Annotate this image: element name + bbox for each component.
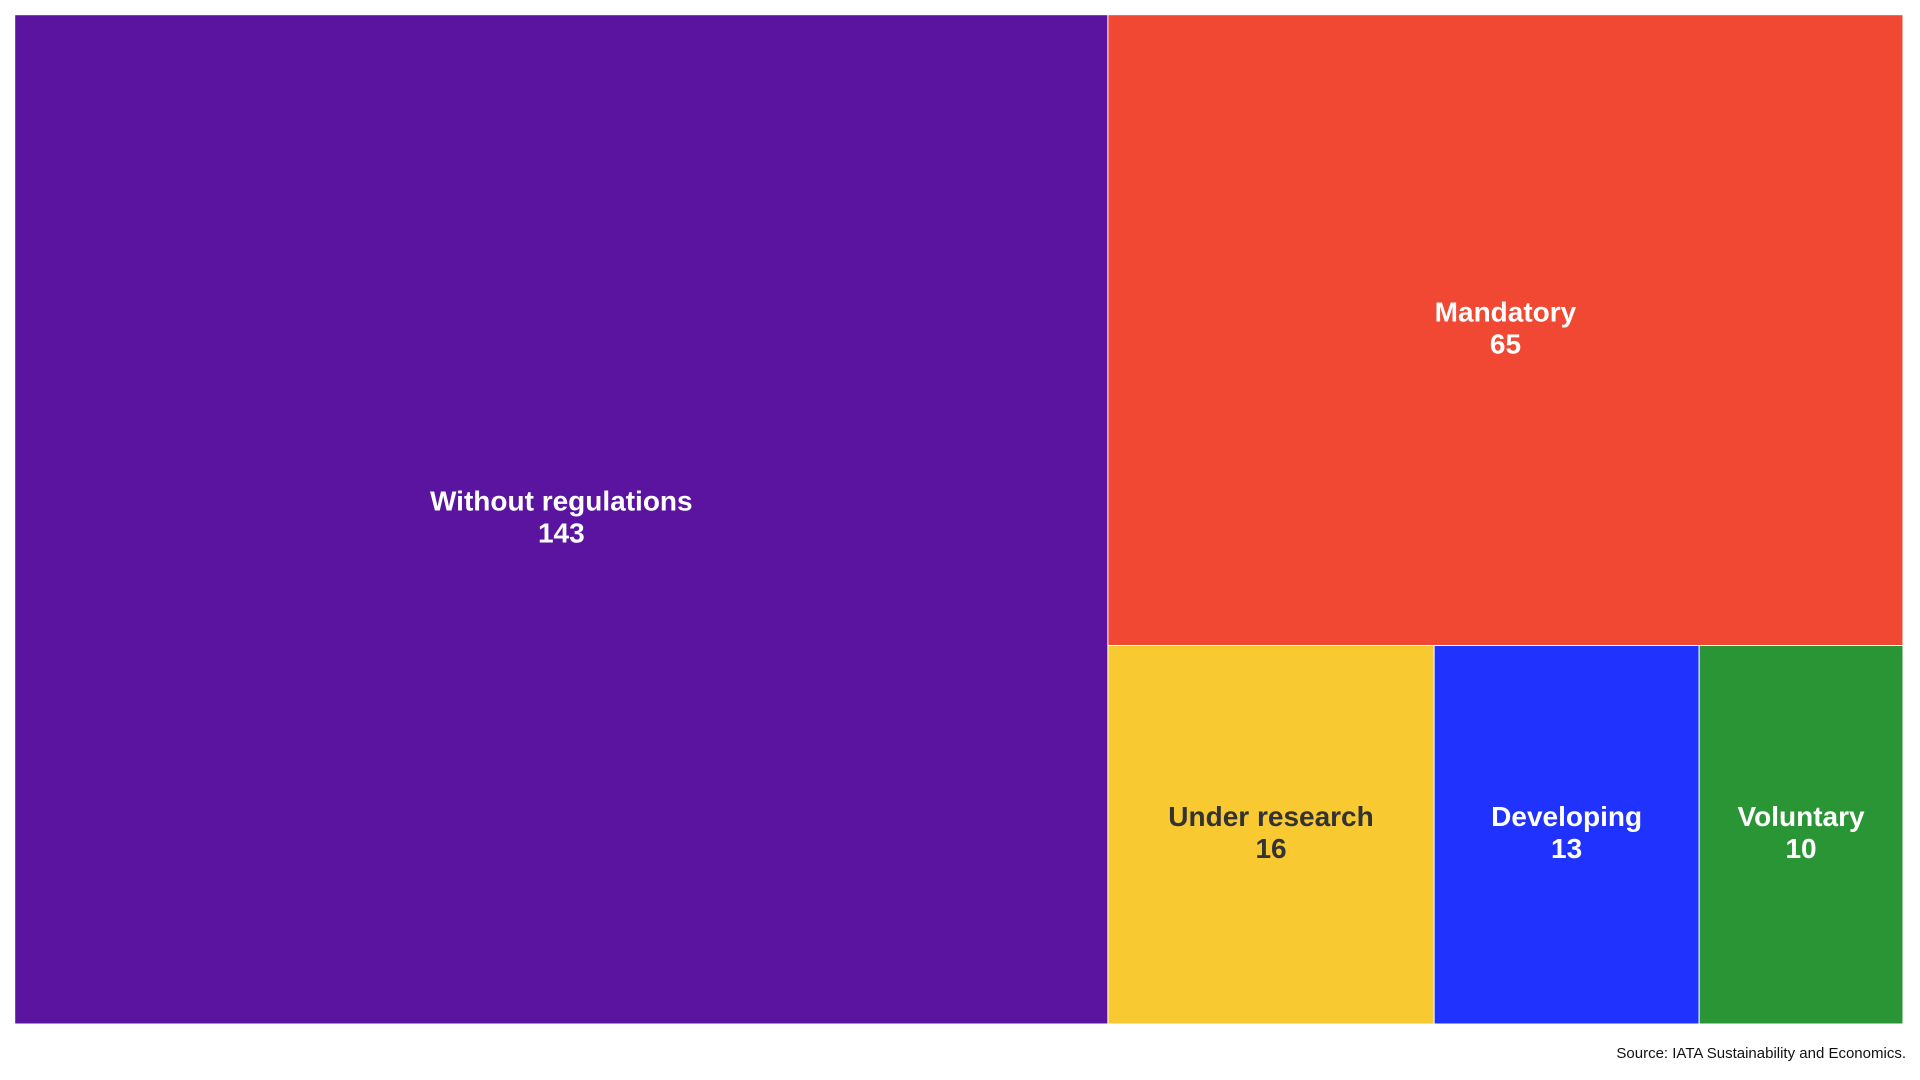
treemap-cell: [1433, 645, 1700, 1025]
cell-label: Voluntary: [1738, 801, 1865, 832]
cell-label: Under research: [1168, 801, 1373, 832]
cell-label: Without regulations: [430, 486, 693, 517]
cell-value: 143: [538, 518, 585, 549]
cell-value: 13: [1551, 833, 1582, 864]
treemap-cell: [1107, 645, 1435, 1025]
cell-value: 10: [1785, 833, 1816, 864]
cell-label: Mandatory: [1435, 296, 1577, 327]
treemap-cell: [14, 14, 1109, 1025]
source-note: Source: IATA Sustainability and Economic…: [1616, 1045, 1906, 1062]
treemap-cell: [1107, 14, 1904, 647]
cell-value: 65: [1490, 328, 1521, 359]
cell-label: Developing: [1491, 801, 1642, 832]
cell-value: 16: [1255, 833, 1286, 864]
treemap-cell: [1698, 645, 1904, 1025]
